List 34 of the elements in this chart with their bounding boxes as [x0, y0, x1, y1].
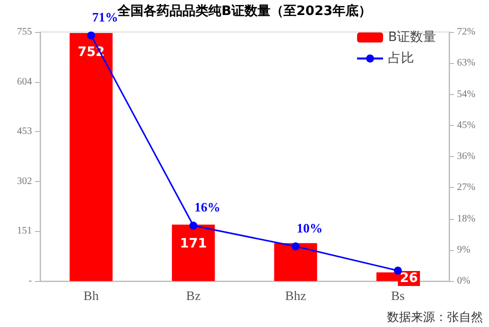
y-tick-label: 604 [17, 76, 32, 88]
y2-tick-label: 63% [457, 58, 476, 69]
legend-label: 占比 [388, 51, 414, 66]
data-label: 171 [180, 236, 207, 252]
y2-tick-label: 54% [457, 88, 476, 100]
y2-tick-label: 36% [457, 151, 476, 162]
point [292, 242, 300, 250]
y-tick-label: 755 [17, 26, 32, 38]
data-label: 26 [400, 271, 418, 286]
source-note: 数据来源：张自然 [387, 310, 483, 324]
y2-tick-label: 45% [457, 120, 476, 131]
legend-label: B证数量 [388, 30, 436, 45]
point [87, 31, 96, 40]
x-tick-label: Bs [391, 288, 405, 303]
chart-title: 全国各药品品类纯B证数量（至2023年底） [116, 3, 372, 19]
data-label: 16% [194, 200, 220, 215]
y-tick-label: 151 [17, 226, 32, 237]
data-label: 10% [296, 220, 323, 236]
point [189, 222, 198, 230]
y-tick-label: 302 [17, 176, 32, 187]
data-label: 71% [92, 9, 118, 24]
y-tick-label: 453 [17, 126, 32, 138]
y2-tick-label: 27% [457, 182, 476, 194]
y2-tick-label: 9% [457, 244, 470, 256]
y-tick-label: - [28, 276, 32, 286]
x-tick-label: Bhz [285, 288, 306, 303]
x-tick-label: Bh [84, 288, 100, 303]
y2-tick-label: 0% [457, 276, 470, 286]
y2-tick-label: 18% [457, 213, 476, 224]
bar [70, 32, 113, 281]
y2-tick-label: 72% [457, 26, 476, 38]
x-tick-label: Bz [186, 288, 201, 303]
bar [274, 243, 318, 281]
point [394, 266, 402, 275]
